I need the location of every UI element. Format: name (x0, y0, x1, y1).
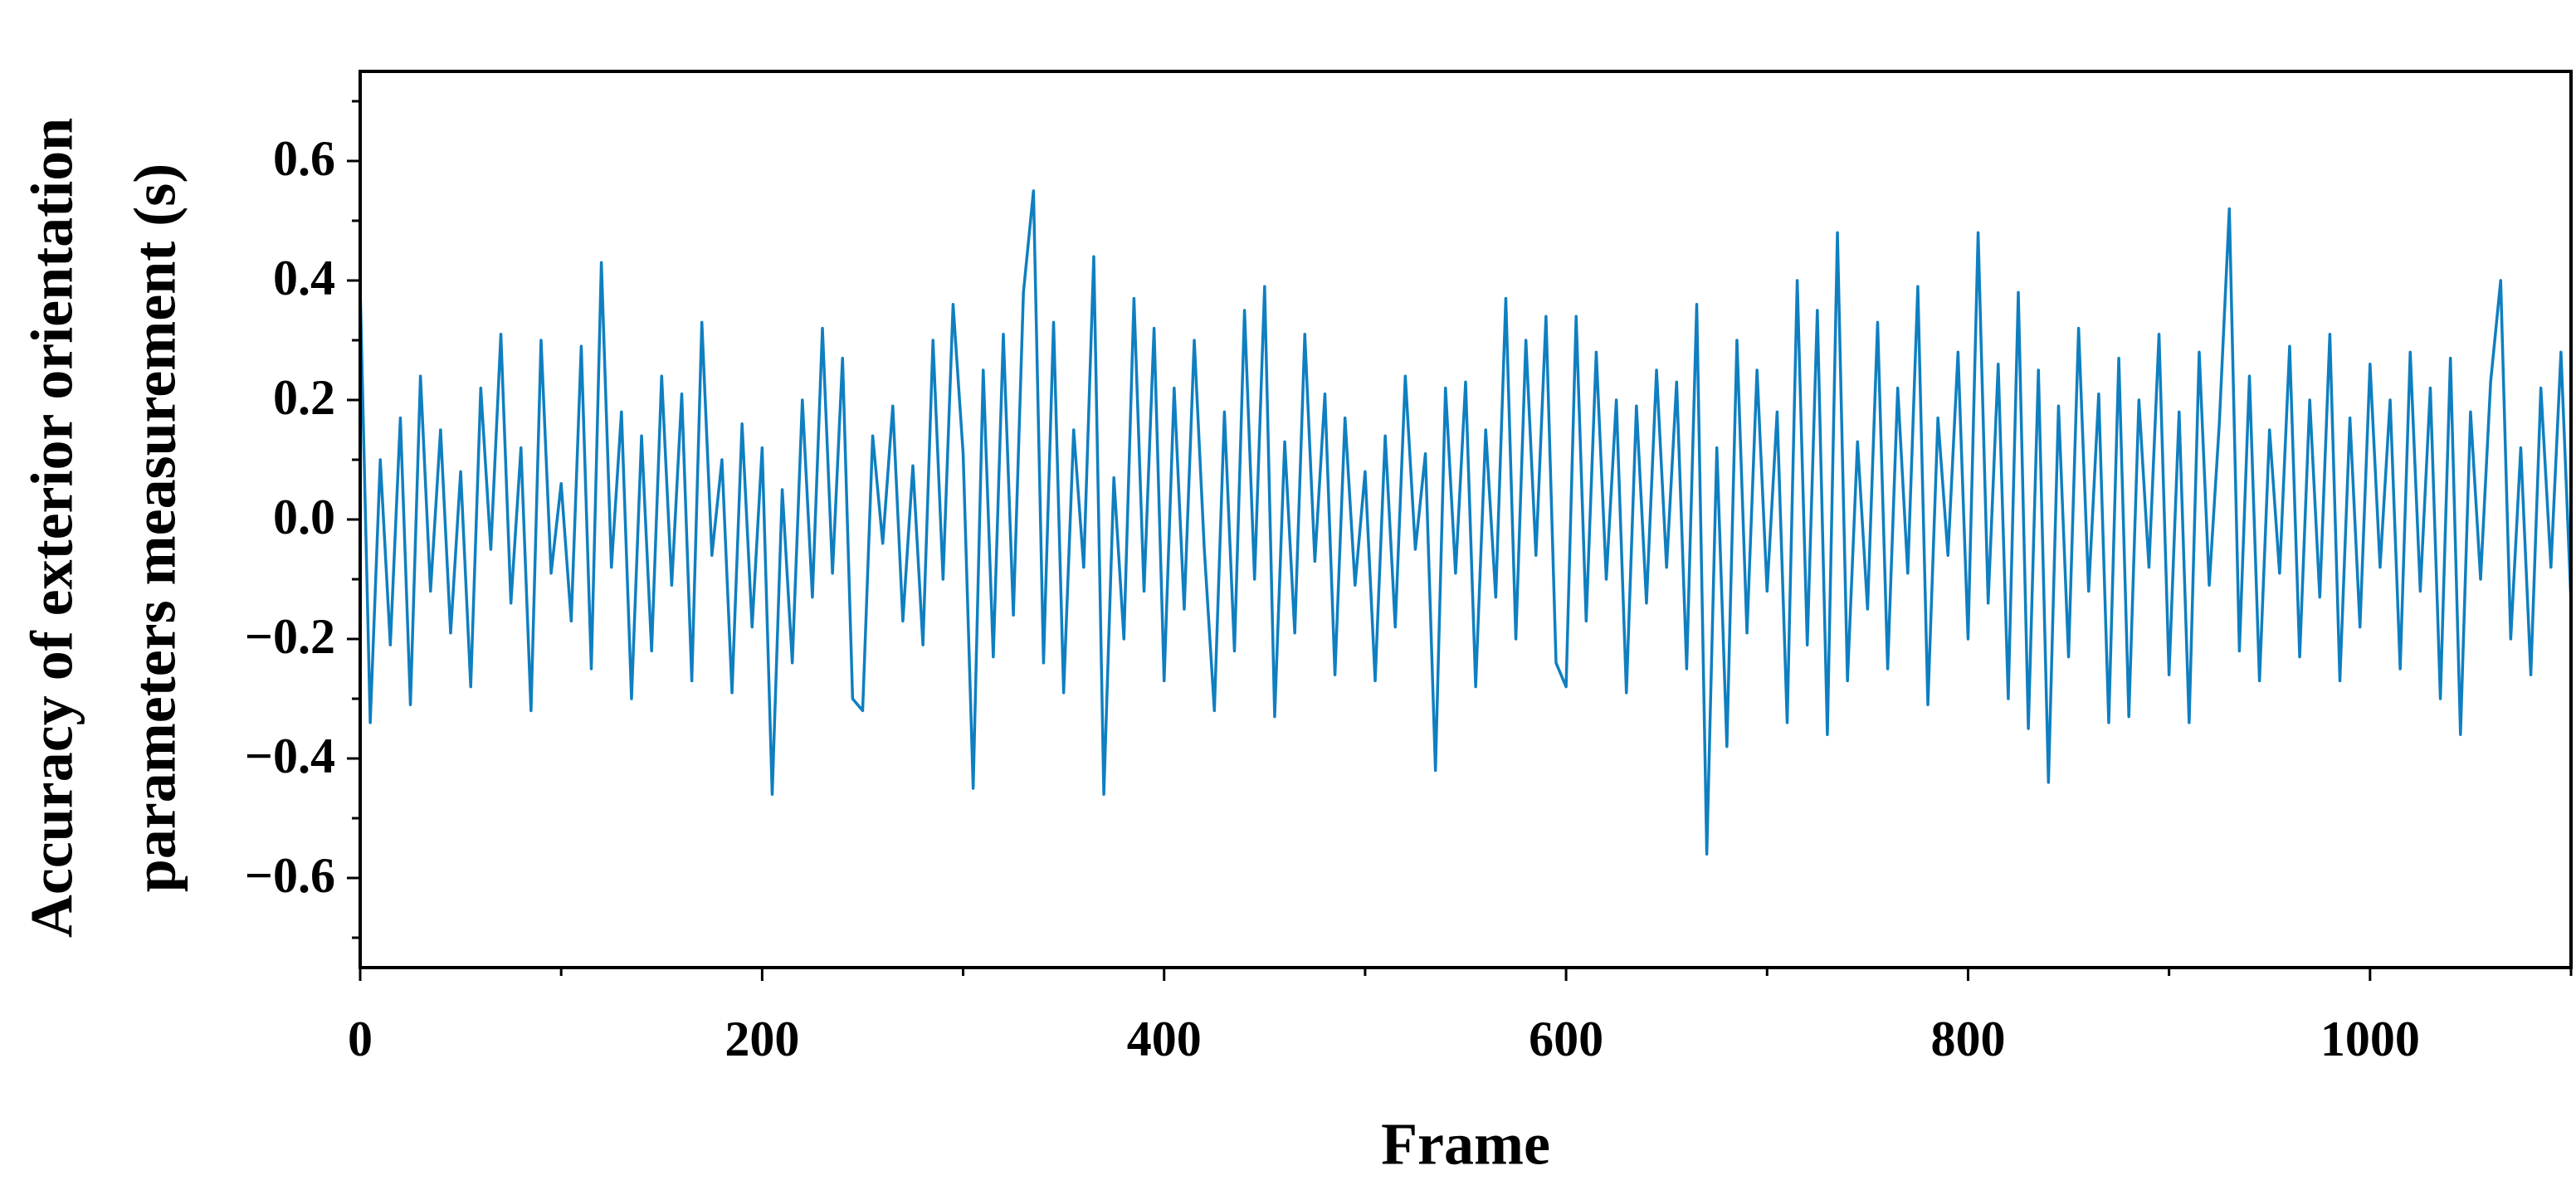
x-tick-label: 0 (348, 1012, 373, 1066)
y-tick-label: 0.0 (273, 490, 335, 544)
x-axis-title: Frame (1381, 1111, 1550, 1178)
x-tick-label: 1000 (2320, 1012, 2420, 1066)
data-line (359, 189, 2573, 856)
plot-frame (359, 70, 2573, 969)
y-tick-label: 0.2 (273, 370, 335, 425)
y-tick-label: 0.6 (273, 131, 335, 186)
y-axis-title: Accuracy of exterior orientation (19, 118, 85, 938)
x-tick-label: 200 (724, 1012, 799, 1066)
x-tick-label: 600 (1529, 1012, 1603, 1066)
y-tick-label: −0.4 (245, 729, 335, 783)
y-tick-label: 0.4 (273, 251, 335, 305)
x-tick-label: 800 (1930, 1012, 2005, 1066)
x-tick-label: 400 (1127, 1012, 1202, 1066)
y-axis-title: parameters measurement (s) (122, 163, 188, 892)
y-tick-label: −0.6 (245, 848, 335, 903)
y-tick-label: −0.2 (245, 609, 335, 664)
